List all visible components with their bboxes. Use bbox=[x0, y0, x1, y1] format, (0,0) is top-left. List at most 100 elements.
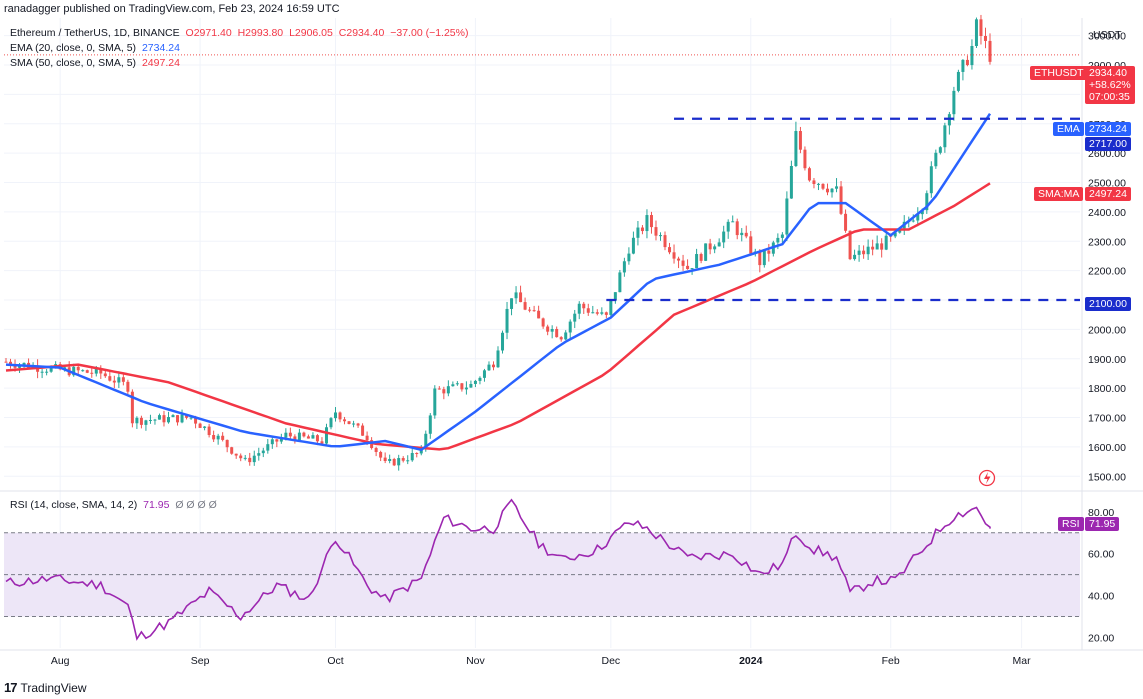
candle-body bbox=[532, 310, 536, 312]
candle-body bbox=[324, 427, 328, 444]
last-price: 2934.40 bbox=[1089, 67, 1127, 79]
candle-body bbox=[722, 231, 726, 243]
candle-body bbox=[347, 421, 351, 425]
candle-body bbox=[618, 272, 622, 293]
candle-body bbox=[979, 19, 983, 36]
countdown: 07:00:35 bbox=[1089, 91, 1130, 103]
candle-body bbox=[645, 215, 649, 232]
candle-body bbox=[550, 328, 554, 332]
candle-body bbox=[383, 457, 387, 461]
candle-body bbox=[523, 302, 527, 310]
price-tick-label: 2600.00 bbox=[1088, 148, 1126, 160]
candle-body bbox=[491, 364, 495, 368]
candle-body bbox=[230, 447, 234, 454]
candle-body bbox=[613, 292, 617, 301]
candle-body bbox=[866, 246, 870, 255]
price-tick-label: 3000.00 bbox=[1088, 31, 1126, 43]
candle-body bbox=[537, 310, 541, 319]
candle-body bbox=[473, 380, 477, 384]
candle-body bbox=[139, 417, 143, 425]
rsi-line bbox=[5, 498, 991, 641]
candle-body bbox=[365, 435, 369, 441]
candle-body bbox=[361, 425, 365, 436]
candle-body bbox=[108, 376, 112, 381]
candle-body bbox=[442, 389, 446, 394]
candle-body bbox=[311, 435, 315, 439]
candle-body bbox=[853, 254, 857, 260]
price-tick-label: 2200.00 bbox=[1088, 266, 1126, 278]
candle-body bbox=[744, 232, 748, 237]
ema-tag: EMA bbox=[1053, 122, 1084, 136]
candle-body bbox=[848, 230, 852, 260]
candle-body bbox=[839, 186, 843, 214]
sma50-line bbox=[5, 182, 991, 451]
candle-body bbox=[103, 373, 107, 377]
candle-body bbox=[794, 131, 798, 166]
candle-body bbox=[176, 415, 180, 423]
candle-body bbox=[221, 435, 225, 440]
candle-body bbox=[451, 384, 455, 387]
candle-body bbox=[22, 362, 26, 365]
symbol-tag: ETHUSDT bbox=[1030, 66, 1088, 80]
tradingview-logo[interactable]: 17 TradingView bbox=[4, 680, 87, 695]
candle-body bbox=[194, 417, 198, 424]
candle-body bbox=[185, 414, 189, 418]
candle-body bbox=[514, 292, 518, 299]
ohlc-change: −37.00 (−1.25%) bbox=[390, 27, 469, 39]
candle-body bbox=[582, 303, 586, 309]
ema-legend: EMA (20, close, 0, SMA, 5) 2734.24 bbox=[10, 42, 180, 54]
rsi-legend: RSI (14, close, SMA, 14, 2) 71.95 Ø Ø Ø … bbox=[10, 499, 217, 511]
candle-body bbox=[153, 419, 157, 421]
candle-body bbox=[9, 361, 13, 366]
candle-body bbox=[658, 235, 662, 237]
candle-body bbox=[677, 258, 681, 261]
rsi-legend-extra: Ø Ø Ø Ø bbox=[175, 499, 217, 511]
last-price-tag: 2934.40 +58.62% 07:00:35 bbox=[1085, 66, 1135, 104]
candle-body bbox=[767, 250, 771, 254]
candle-body bbox=[943, 125, 947, 148]
candle-body bbox=[225, 439, 229, 448]
candle-body bbox=[121, 377, 125, 382]
candle-body bbox=[144, 420, 148, 425]
candle-body bbox=[284, 432, 288, 438]
candle-body bbox=[406, 460, 410, 462]
candle-body bbox=[288, 432, 292, 437]
candle-body bbox=[81, 370, 85, 372]
candle-body bbox=[983, 35, 987, 41]
level-low-tag: 2100.00 bbox=[1085, 297, 1131, 311]
candle-body bbox=[636, 227, 640, 238]
candle-body bbox=[546, 326, 550, 332]
candle-body bbox=[835, 186, 839, 189]
candle-body bbox=[708, 243, 712, 250]
publish-line: ranadagger published on TradingView.com,… bbox=[4, 3, 340, 15]
candle-body bbox=[884, 235, 888, 250]
candle-body bbox=[591, 312, 595, 314]
candle-body bbox=[686, 265, 690, 270]
candle-body bbox=[166, 417, 170, 423]
candle-body bbox=[938, 147, 942, 153]
rsi-value-tag: 71.95 bbox=[1085, 517, 1120, 531]
candle-body bbox=[735, 221, 739, 236]
candle-body bbox=[433, 388, 437, 416]
candle-body bbox=[478, 377, 482, 381]
candle-body bbox=[956, 71, 960, 91]
candle-body bbox=[464, 387, 468, 390]
candle-body bbox=[893, 232, 897, 237]
candle-body bbox=[604, 312, 608, 315]
candle-body bbox=[844, 213, 848, 231]
candle-body bbox=[862, 250, 866, 255]
candle-body bbox=[437, 388, 441, 390]
time-tick-label: Oct bbox=[327, 655, 343, 667]
candle-body bbox=[758, 251, 762, 266]
tradingview-mark-icon: 17 bbox=[4, 680, 18, 695]
candle-body bbox=[216, 435, 220, 440]
rsi-tick-label: 80.00 bbox=[1088, 507, 1114, 519]
candle-body bbox=[203, 426, 207, 428]
candle-body bbox=[663, 235, 667, 248]
candle-body bbox=[749, 236, 753, 254]
candle-body bbox=[306, 436, 310, 439]
lightning-bolt-icon bbox=[984, 472, 991, 484]
time-tick-label: Aug bbox=[51, 655, 70, 667]
rsi-legend-label: RSI (14, close, SMA, 14, 2) bbox=[10, 499, 138, 511]
